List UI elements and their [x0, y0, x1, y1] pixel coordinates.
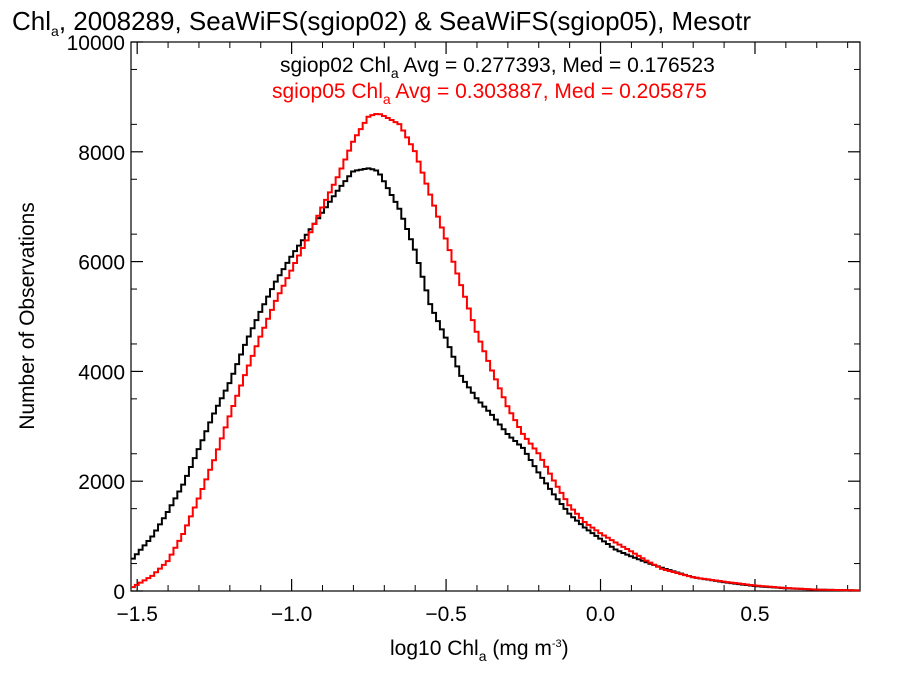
y-tick-label: 0 [113, 581, 125, 604]
x-tick-label: −1.0 [271, 603, 312, 626]
y-axis-label: Number of Observations [16, 202, 39, 430]
y-tick-label: 4000 [78, 361, 125, 384]
x-axis-ticks: −1.5 −1.0 −0.5 0.0 0.5 [116, 42, 849, 626]
legend-entry-sgiop02: sgiop02 Chla Avg = 0.277393, Med = 0.176… [280, 54, 715, 81]
series-layer [131, 112, 860, 592]
y-tick-label: 10000 [67, 32, 125, 55]
plot-frame [130, 41, 861, 592]
y-tick-label: 6000 [78, 252, 125, 275]
series-sgiop05-line [131, 112, 860, 592]
x-axis-label: log10 Chla (mg m-3) [390, 637, 569, 664]
x-tick-label: −0.5 [425, 603, 466, 626]
y-axis-ticks: 0 2000 4000 6000 8000 10000 [67, 32, 860, 604]
x-tick-label: −1.5 [116, 603, 157, 626]
legend-entry-sgiop05: sgiop05 Chla Avg = 0.303887, Med = 0.205… [272, 80, 707, 107]
y-tick-label: 8000 [78, 142, 125, 165]
x-tick-label: 0.0 [586, 603, 615, 626]
y-tick-label: 2000 [78, 471, 125, 494]
x-tick-label: 0.5 [740, 603, 769, 626]
chart-title: Chla, 2008289, SeaWiFS(sgiop02) & SeaWiF… [12, 6, 751, 39]
